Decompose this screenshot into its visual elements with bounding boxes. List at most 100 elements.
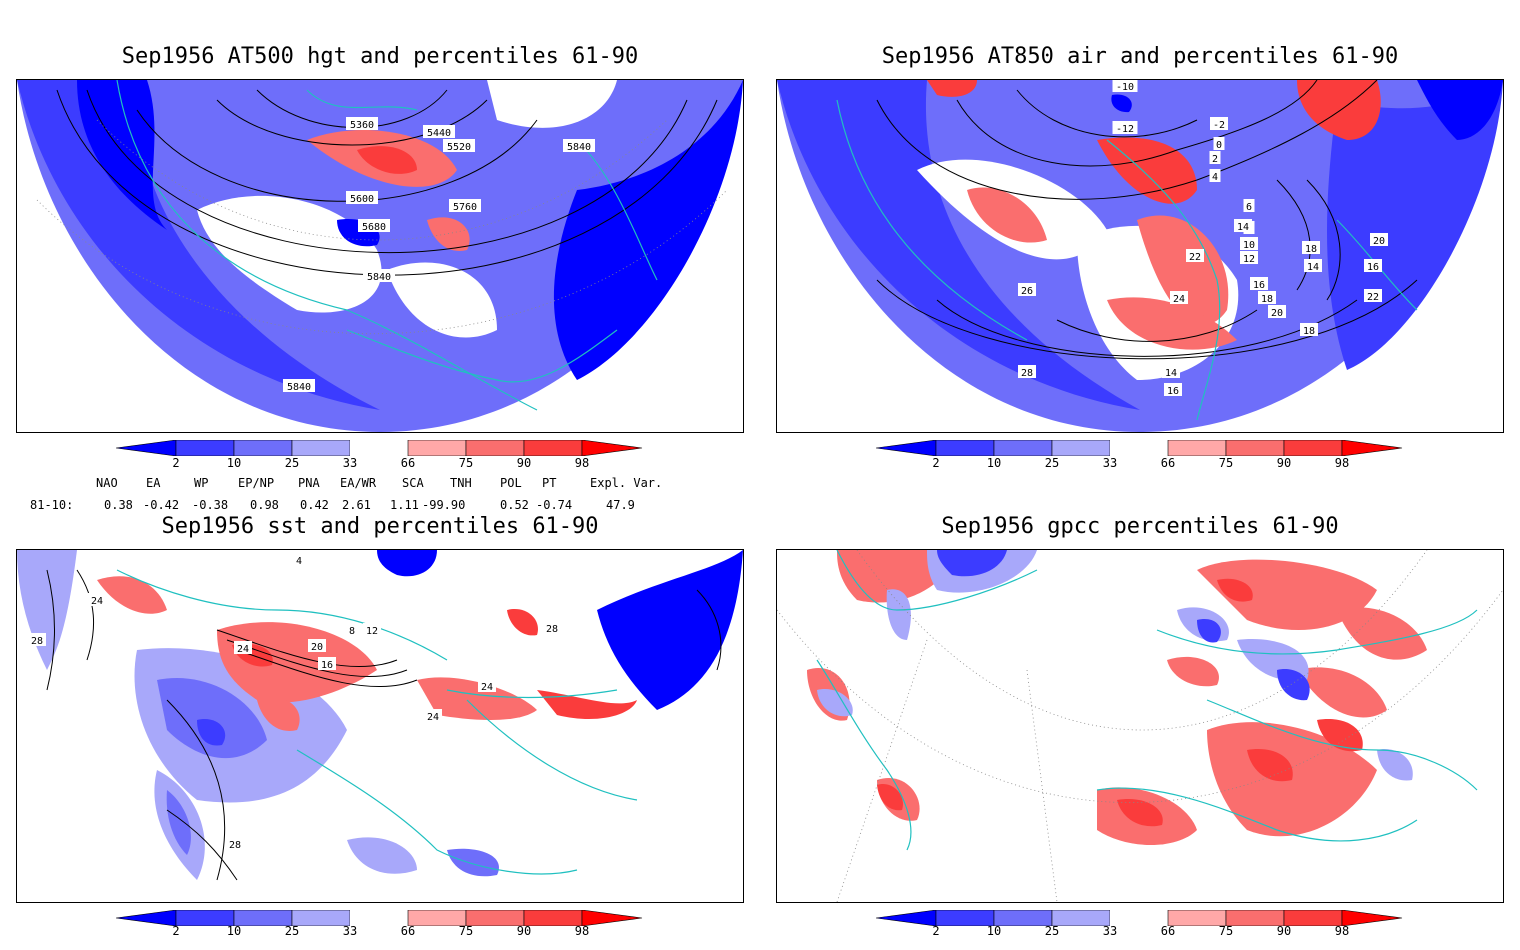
contour-label: -12 xyxy=(1112,121,1138,135)
contour-label: -10 xyxy=(1112,80,1138,93)
contour-label: 28 xyxy=(1018,365,1036,379)
colorbar-gpcc: 2 10 25 33 66 75 90 98 xyxy=(875,909,1436,950)
svg-text:16: 16 xyxy=(1167,386,1179,397)
index-value: 0.52 xyxy=(500,498,529,512)
index-header: Expl. Var. xyxy=(590,476,663,490)
contour-label: 28 xyxy=(226,837,244,851)
svg-text:12: 12 xyxy=(366,626,378,637)
svg-text:24: 24 xyxy=(91,596,103,607)
index-value: 0.42 xyxy=(300,498,329,512)
contour-label: 24 xyxy=(1170,291,1188,305)
svg-text:28: 28 xyxy=(229,840,241,851)
index-value: -0.42 xyxy=(143,498,180,512)
index-row-label: 81-10: xyxy=(30,498,74,512)
colorbar-tick: 25 xyxy=(284,924,300,938)
contour-label: 22 xyxy=(1186,249,1204,263)
contour-label: 5840 xyxy=(563,139,595,153)
map-panel-sst[interactable]: 24 28 4 8 12 16 20 24 24 24 28 28 xyxy=(16,549,744,903)
colorbar-tick: 10 xyxy=(226,924,242,938)
map-panel-gpcc[interactable] xyxy=(776,549,1504,903)
svg-text:28: 28 xyxy=(1021,368,1033,379)
contour-label: 28 xyxy=(543,621,561,635)
contour-label: 5440 xyxy=(423,125,455,139)
colorbar-tick: 75 xyxy=(458,456,474,470)
contour-label: 5360 xyxy=(346,117,378,131)
colorbar-tick: 90 xyxy=(516,456,532,470)
svg-text:24: 24 xyxy=(237,644,249,655)
svg-text:5600: 5600 xyxy=(350,194,374,205)
svg-text:20: 20 xyxy=(311,642,323,653)
contour-label: 8 xyxy=(346,623,358,637)
index-header: NAO xyxy=(96,476,118,490)
colorbar-tick: 25 xyxy=(1044,456,1060,470)
colorbar-tick: 90 xyxy=(1276,924,1292,938)
colorbar-tick: 2 xyxy=(172,456,180,470)
svg-text:14: 14 xyxy=(1237,222,1249,233)
panel-title-hgt500: Sep1956 AT500 hgt and percentiles 61-90 xyxy=(121,44,639,69)
colorbar-tick: 75 xyxy=(1218,924,1234,938)
contour-label: 4 xyxy=(1209,169,1221,183)
contour-label: 12 xyxy=(363,623,381,637)
svg-text:28: 28 xyxy=(546,624,558,635)
index-header: TNH xyxy=(450,476,472,490)
contour-label: 24 xyxy=(424,709,442,723)
contour-label: 14 xyxy=(1162,365,1180,379)
svg-text:5360: 5360 xyxy=(350,120,374,131)
sst-map: 24 28 4 8 12 16 20 24 24 24 28 28 xyxy=(17,550,743,902)
index-value: 0.38 xyxy=(104,498,133,512)
contour-label: 12 xyxy=(1240,251,1258,265)
svg-text:26: 26 xyxy=(1021,286,1033,297)
colorbar-tick: 10 xyxy=(226,456,242,470)
svg-text:18: 18 xyxy=(1305,244,1317,255)
index-value: -99.90 xyxy=(422,498,466,512)
svg-text:4: 4 xyxy=(1212,172,1218,183)
svg-text:22: 22 xyxy=(1189,252,1201,263)
colorbar-sst: 2 10 25 33 66 75 90 98 xyxy=(115,909,676,950)
gpcc-map xyxy=(777,550,1503,902)
panel-title-sst: Sep1956 sst and percentiles 61-90 xyxy=(161,514,599,539)
svg-text:-2: -2 xyxy=(1213,120,1225,131)
contour-label: 14 xyxy=(1234,219,1252,233)
contour-label: 16 xyxy=(1364,259,1382,273)
contour-label: 5600 xyxy=(346,191,378,205)
colorbar-tick: 66 xyxy=(1160,456,1176,470)
colorbar-tick: 33 xyxy=(342,456,358,470)
index-header: EA/WR xyxy=(340,476,377,490)
svg-text:-10: -10 xyxy=(1116,82,1134,93)
svg-text:0: 0 xyxy=(1216,140,1222,151)
colorbar-tick: 66 xyxy=(1160,924,1176,938)
colorbar-hgt500: 2 10 25 33 66 75 90 98 xyxy=(115,439,676,480)
colorbar-tick: 98 xyxy=(574,456,590,470)
svg-text:5840: 5840 xyxy=(567,142,591,153)
contour-label: 18 xyxy=(1300,323,1318,337)
svg-text:-12: -12 xyxy=(1116,124,1134,135)
colorbar-tick: 10 xyxy=(986,924,1002,938)
contour-label: 5680 xyxy=(358,219,390,233)
colorbar-air850: 2 10 25 33 66 75 90 98 xyxy=(875,439,1436,480)
colorbar-tick: 2 xyxy=(172,924,180,938)
contour-label: 24 xyxy=(234,641,252,655)
colorbar-tick: 75 xyxy=(1218,456,1234,470)
svg-text:20: 20 xyxy=(1271,308,1283,319)
map-panel-air850[interactable]: -10-12-202468101214161820222426281614141… xyxy=(776,79,1504,433)
svg-text:18: 18 xyxy=(1261,294,1273,305)
svg-text:22: 22 xyxy=(1367,292,1379,303)
colorbar-tick: 98 xyxy=(1334,924,1350,938)
colorbar-tick: 25 xyxy=(284,456,300,470)
colorbar-tick: 75 xyxy=(458,924,474,938)
svg-text:24: 24 xyxy=(427,712,439,723)
svg-text:20: 20 xyxy=(1373,236,1385,247)
index-header: PNA xyxy=(298,476,320,490)
index-value: 2.61 xyxy=(342,498,371,512)
index-value: 47.9 xyxy=(606,498,635,512)
colorbar-tick: 66 xyxy=(400,924,416,938)
svg-text:16: 16 xyxy=(321,660,333,671)
svg-text:2: 2 xyxy=(1212,154,1218,165)
svg-text:18: 18 xyxy=(1303,326,1315,337)
svg-text:28: 28 xyxy=(31,636,43,647)
map-panel-hgt500[interactable]: 5360 5440 5520 5840 5600 5680 5760 5840 5840 xyxy=(16,79,744,433)
colorbar-tick: 98 xyxy=(1334,456,1350,470)
panel-title-air850: Sep1956 AT850 air and percentiles 61-90 xyxy=(881,44,1399,69)
colorbar-tick: 33 xyxy=(342,924,358,938)
hgt500-map: 5360 5440 5520 5840 5600 5680 5760 5840 5840 xyxy=(17,80,743,432)
